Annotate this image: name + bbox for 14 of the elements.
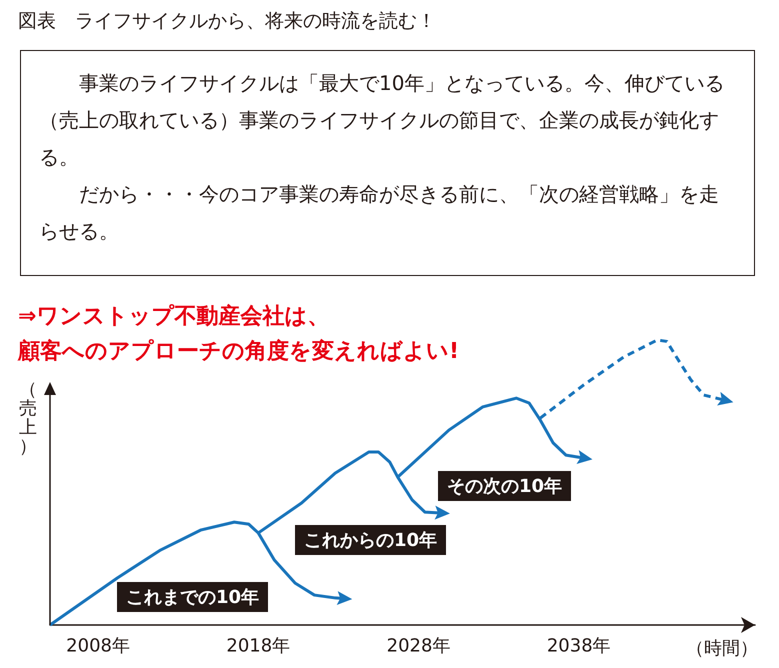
annotation: 顧客へのアプローチの角度を変えればよい! xyxy=(18,338,460,366)
annotation: これまでの10年 xyxy=(117,582,268,612)
annotation: その次の10年 xyxy=(438,471,572,501)
annotation: これからの10年 xyxy=(295,525,446,555)
x-axis-title: （時間） xyxy=(686,637,758,660)
x-tick-label: 2018年 xyxy=(226,636,290,656)
x-tick-label: 2038年 xyxy=(546,636,611,656)
chart-title: 図表 ライフサイクルから、将来の時流を読む！ xyxy=(18,9,436,34)
x-tick-label: 2008年 xyxy=(66,636,130,656)
chart-subtitle: 事業のライフサイクルは「最大で10年」となっている。今、伸びている（売上の取れている）事業のライフサイクルの節目で、企業の成長が鈍化する。 xyxy=(39,70,726,171)
text: ⇒ワンストップ不動産会社は、 xyxy=(18,303,330,331)
y-axis-title: （売上） xyxy=(18,379,38,457)
text: だから・・・今のコア事業の寿命が尽きる前に、「次の経営戦略」を走らせる。 xyxy=(39,181,720,245)
x-tick-label: 2028年 xyxy=(386,636,450,656)
